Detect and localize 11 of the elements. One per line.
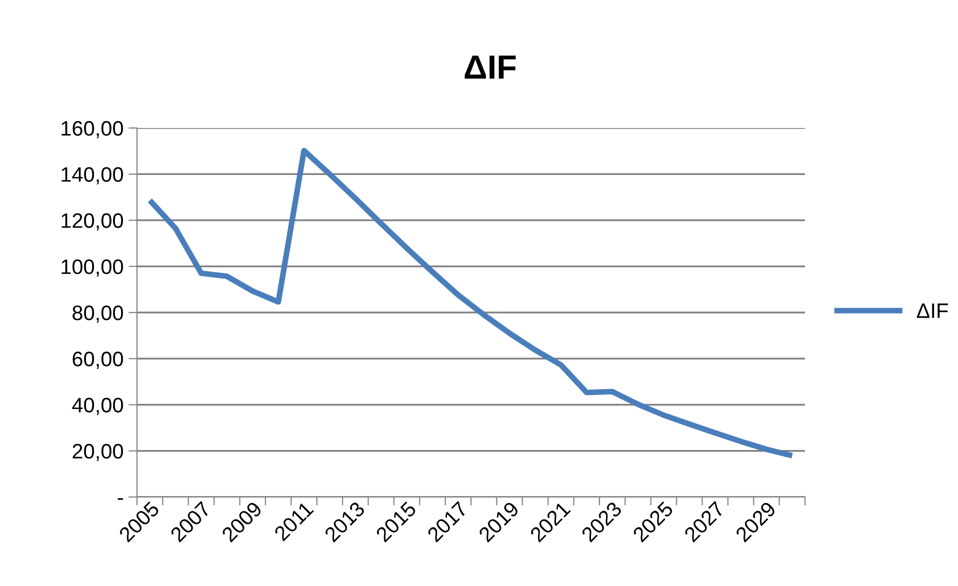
y-tick-label: 20,00 <box>72 444 123 462</box>
chart-title: ΔIF <box>464 56 516 79</box>
y-tick-label: 40,00 <box>72 398 123 415</box>
y-tick-label: 160,00 <box>62 121 123 138</box>
y-tick-label: 120,00 <box>62 213 123 230</box>
y-tick-label: 100,00 <box>62 259 123 277</box>
y-tick-label: 140,00 <box>62 167 123 184</box>
legend-label: ΔIF <box>916 304 948 318</box>
y-tick-label: 80,00 <box>72 306 123 323</box>
y-tick-label: 60,00 <box>72 352 123 369</box>
y-tick-label: - <box>118 498 123 500</box>
